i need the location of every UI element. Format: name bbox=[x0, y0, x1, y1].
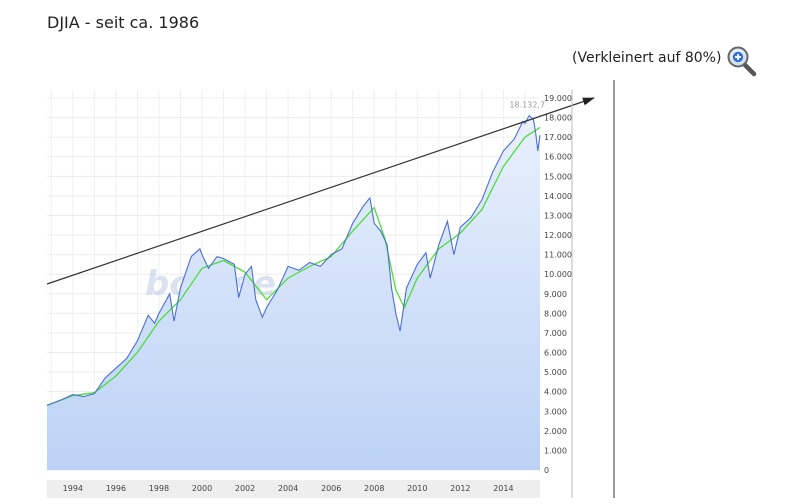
trend-line-arrow bbox=[46, 97, 595, 285]
page-title: DJIA - seit ca. 1986 bbox=[47, 13, 200, 32]
y-tick-label: 17.000 bbox=[544, 133, 572, 142]
y-tick-label: 0 bbox=[544, 466, 549, 475]
x-tick-label: 2006 bbox=[321, 484, 341, 493]
y-tick-label: 9.000 bbox=[544, 290, 567, 299]
zoom-note: (Verkleinert auf 80%) bbox=[572, 50, 722, 66]
x-tick-label: 2004 bbox=[278, 484, 298, 493]
y-tick-label: 8.000 bbox=[544, 309, 567, 318]
x-axis-band bbox=[47, 480, 540, 498]
y-tick-label: 3.000 bbox=[544, 407, 567, 416]
y-tick-label: 1.000 bbox=[544, 446, 567, 455]
x-tick-label: 2010 bbox=[407, 484, 427, 493]
y-tick-label: 10.000 bbox=[544, 270, 572, 279]
x-tick-label: 2008 bbox=[364, 484, 384, 493]
y-tick-label: 7.000 bbox=[544, 329, 567, 338]
price-area-fill bbox=[47, 115, 540, 470]
x-tick-label: 2000 bbox=[192, 484, 212, 493]
y-tick-label: 2.000 bbox=[544, 427, 567, 436]
series-djia-line bbox=[46, 114, 541, 406]
x-tick-label: 2012 bbox=[450, 484, 470, 493]
y-tick-label: 14.000 bbox=[544, 192, 572, 201]
zoom-in-magnifier-icon[interactable] bbox=[727, 45, 757, 77]
series-average-line bbox=[46, 126, 541, 407]
y-axis-tick-labels: 0 1.000 2.000 3.000 4.000 5.000 6.000 7.000 8.00… bbox=[544, 94, 572, 475]
x-tick-label: 2002 bbox=[235, 484, 255, 493]
x-tick-label: 1996 bbox=[106, 484, 126, 493]
x-tick-label: 1998 bbox=[149, 484, 169, 493]
y-tick-label: 11.000 bbox=[544, 251, 572, 260]
x-tick-label: 2014 bbox=[493, 484, 513, 493]
y-tick-label: 13.000 bbox=[544, 211, 572, 220]
y-tick-label: 18.000 bbox=[544, 114, 572, 123]
x-axis-tick-labels: 1994 1996 1998 2000 2002 2004 2006 2008 2010 2012… bbox=[63, 484, 514, 493]
x-tick-label: 1994 bbox=[63, 484, 83, 493]
y-tick-label: 15.000 bbox=[544, 172, 572, 181]
y-tick-label: 5.000 bbox=[544, 368, 567, 377]
y-tick-label: 19.000 bbox=[544, 94, 572, 103]
y-tick-label: 4.000 bbox=[544, 388, 567, 397]
y-tick-label: 16.000 bbox=[544, 153, 572, 162]
y-tick-label: 6.000 bbox=[544, 349, 567, 358]
max-value-annotation: 18.132,7 bbox=[509, 101, 545, 110]
y-tick-label: 12.000 bbox=[544, 231, 572, 240]
